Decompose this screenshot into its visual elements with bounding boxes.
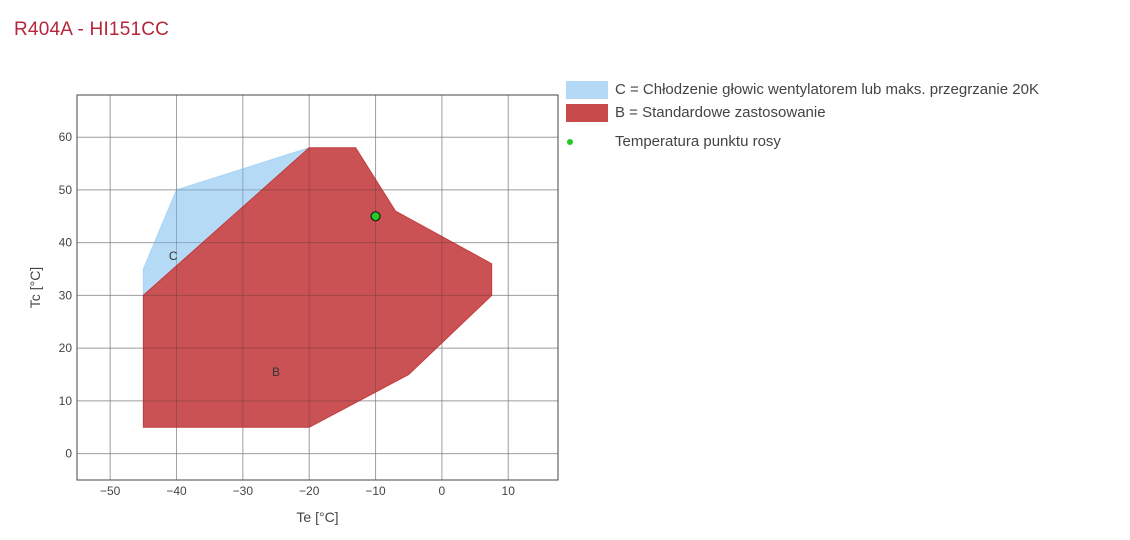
y-tick-label: 60 — [59, 130, 73, 144]
x-tick-label: −30 — [233, 484, 254, 498]
region-b — [142, 147, 493, 428]
region-label-b: B — [272, 365, 280, 379]
y-tick-label: 10 — [59, 394, 73, 408]
x-tick-label: −20 — [299, 484, 320, 498]
plot-frame — [76, 94, 559, 481]
legend-label-dew-point: Temperatura punktu rosy — [615, 133, 781, 150]
y-tick-label: 50 — [59, 183, 73, 197]
x-tick-label: 0 — [439, 484, 446, 498]
y-tick-label: 20 — [59, 341, 73, 355]
legend-label-c: C = Chłodzenie głowic wentylatorem lub m… — [615, 81, 1039, 98]
x-tick-label: −50 — [100, 484, 121, 498]
x-axis-title: Te [°C] — [296, 509, 338, 525]
x-tick-label: −10 — [365, 484, 386, 498]
legend-label-b: B = Standardowe zastosowanie — [615, 104, 826, 121]
y-tick-label: 0 — [65, 447, 72, 461]
legend-marker-dew-point — [566, 133, 608, 151]
legend-item-c[interactable]: C = Chłodzenie głowic wentylatorem lub m… — [566, 78, 1039, 101]
legend-swatch-b — [566, 103, 608, 122]
legend: C = Chłodzenie głowic wentylatorem lub m… — [566, 78, 1039, 153]
legend-item-dew-point[interactable]: Temperatura punktu rosy — [566, 130, 1039, 153]
y-tick-label: 30 — [59, 288, 73, 302]
region-label-c: C — [169, 249, 178, 263]
chart-title: R404A - HI151CC — [14, 19, 170, 40]
x-tick-label: 10 — [502, 484, 516, 498]
legend-swatch-c — [566, 80, 608, 99]
legend-item-b[interactable]: B = Standardowe zastosowanie — [566, 101, 1039, 124]
y-tick-label: 40 — [59, 236, 73, 250]
x-tick-label: −40 — [166, 484, 187, 498]
y-axis-title: Tc [°C] — [27, 267, 43, 308]
dew-point-marker — [370, 211, 381, 222]
